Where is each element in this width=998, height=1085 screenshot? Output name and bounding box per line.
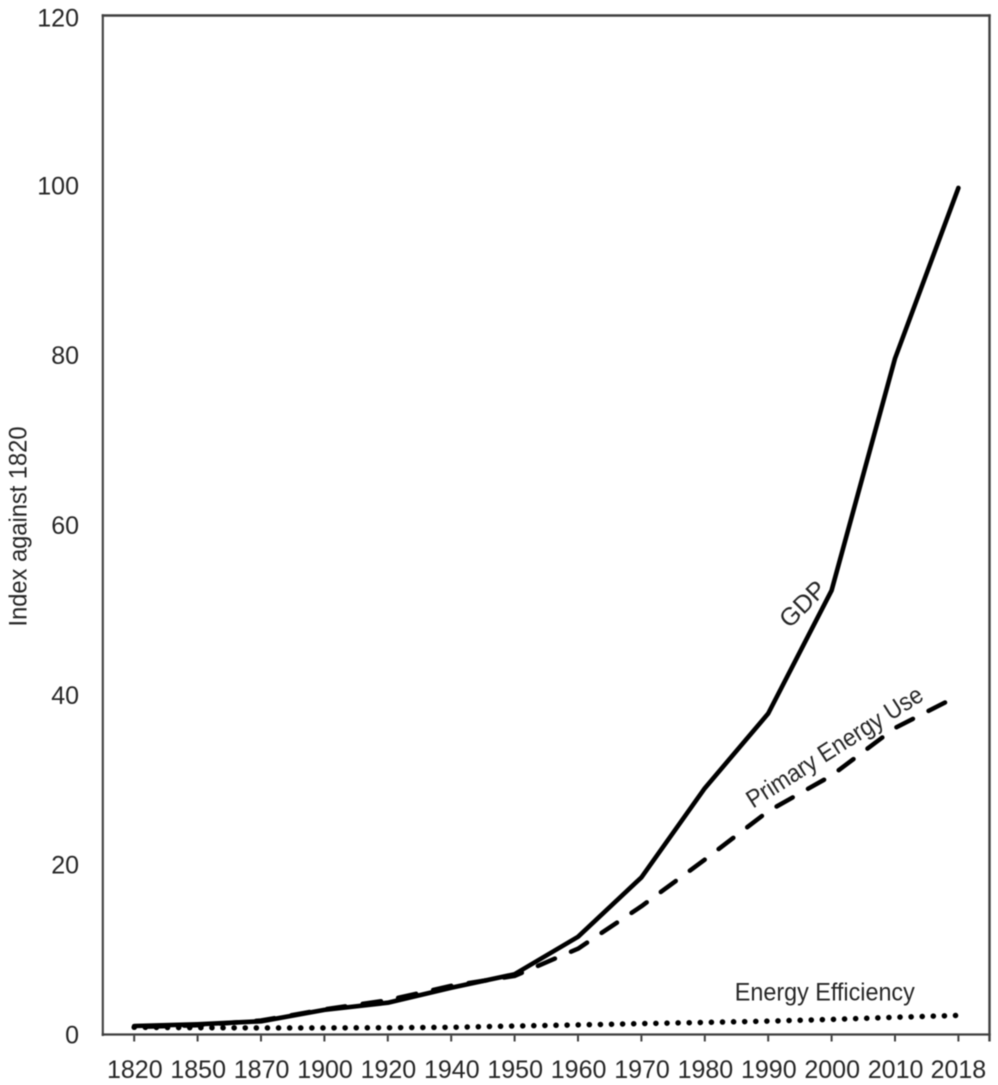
svg-text:1900: 1900 xyxy=(297,1056,353,1084)
svg-text:1980: 1980 xyxy=(678,1056,734,1084)
svg-text:1820: 1820 xyxy=(107,1056,163,1084)
svg-text:2010: 2010 xyxy=(868,1056,924,1084)
svg-text:1950: 1950 xyxy=(487,1056,543,1084)
svg-text:100: 100 xyxy=(37,172,79,200)
svg-text:1850: 1850 xyxy=(170,1056,226,1084)
svg-text:40: 40 xyxy=(51,682,79,710)
svg-text:2018: 2018 xyxy=(931,1056,987,1084)
svg-text:1970: 1970 xyxy=(614,1056,670,1084)
svg-text:Index against 1820: Index against 1820 xyxy=(5,427,33,627)
svg-text:1920: 1920 xyxy=(361,1056,417,1084)
svg-text:2000: 2000 xyxy=(804,1056,860,1084)
svg-text:120: 120 xyxy=(37,5,79,33)
svg-text:20: 20 xyxy=(51,852,79,880)
svg-text:1870: 1870 xyxy=(234,1056,290,1084)
svg-text:1990: 1990 xyxy=(741,1056,797,1084)
svg-text:Energy Efficiency: Energy Efficiency xyxy=(735,979,915,1007)
svg-text:80: 80 xyxy=(51,342,79,370)
svg-text:1960: 1960 xyxy=(551,1056,607,1084)
svg-text:0: 0 xyxy=(65,1022,79,1050)
svg-text:60: 60 xyxy=(51,512,79,540)
svg-text:1940: 1940 xyxy=(424,1056,480,1084)
